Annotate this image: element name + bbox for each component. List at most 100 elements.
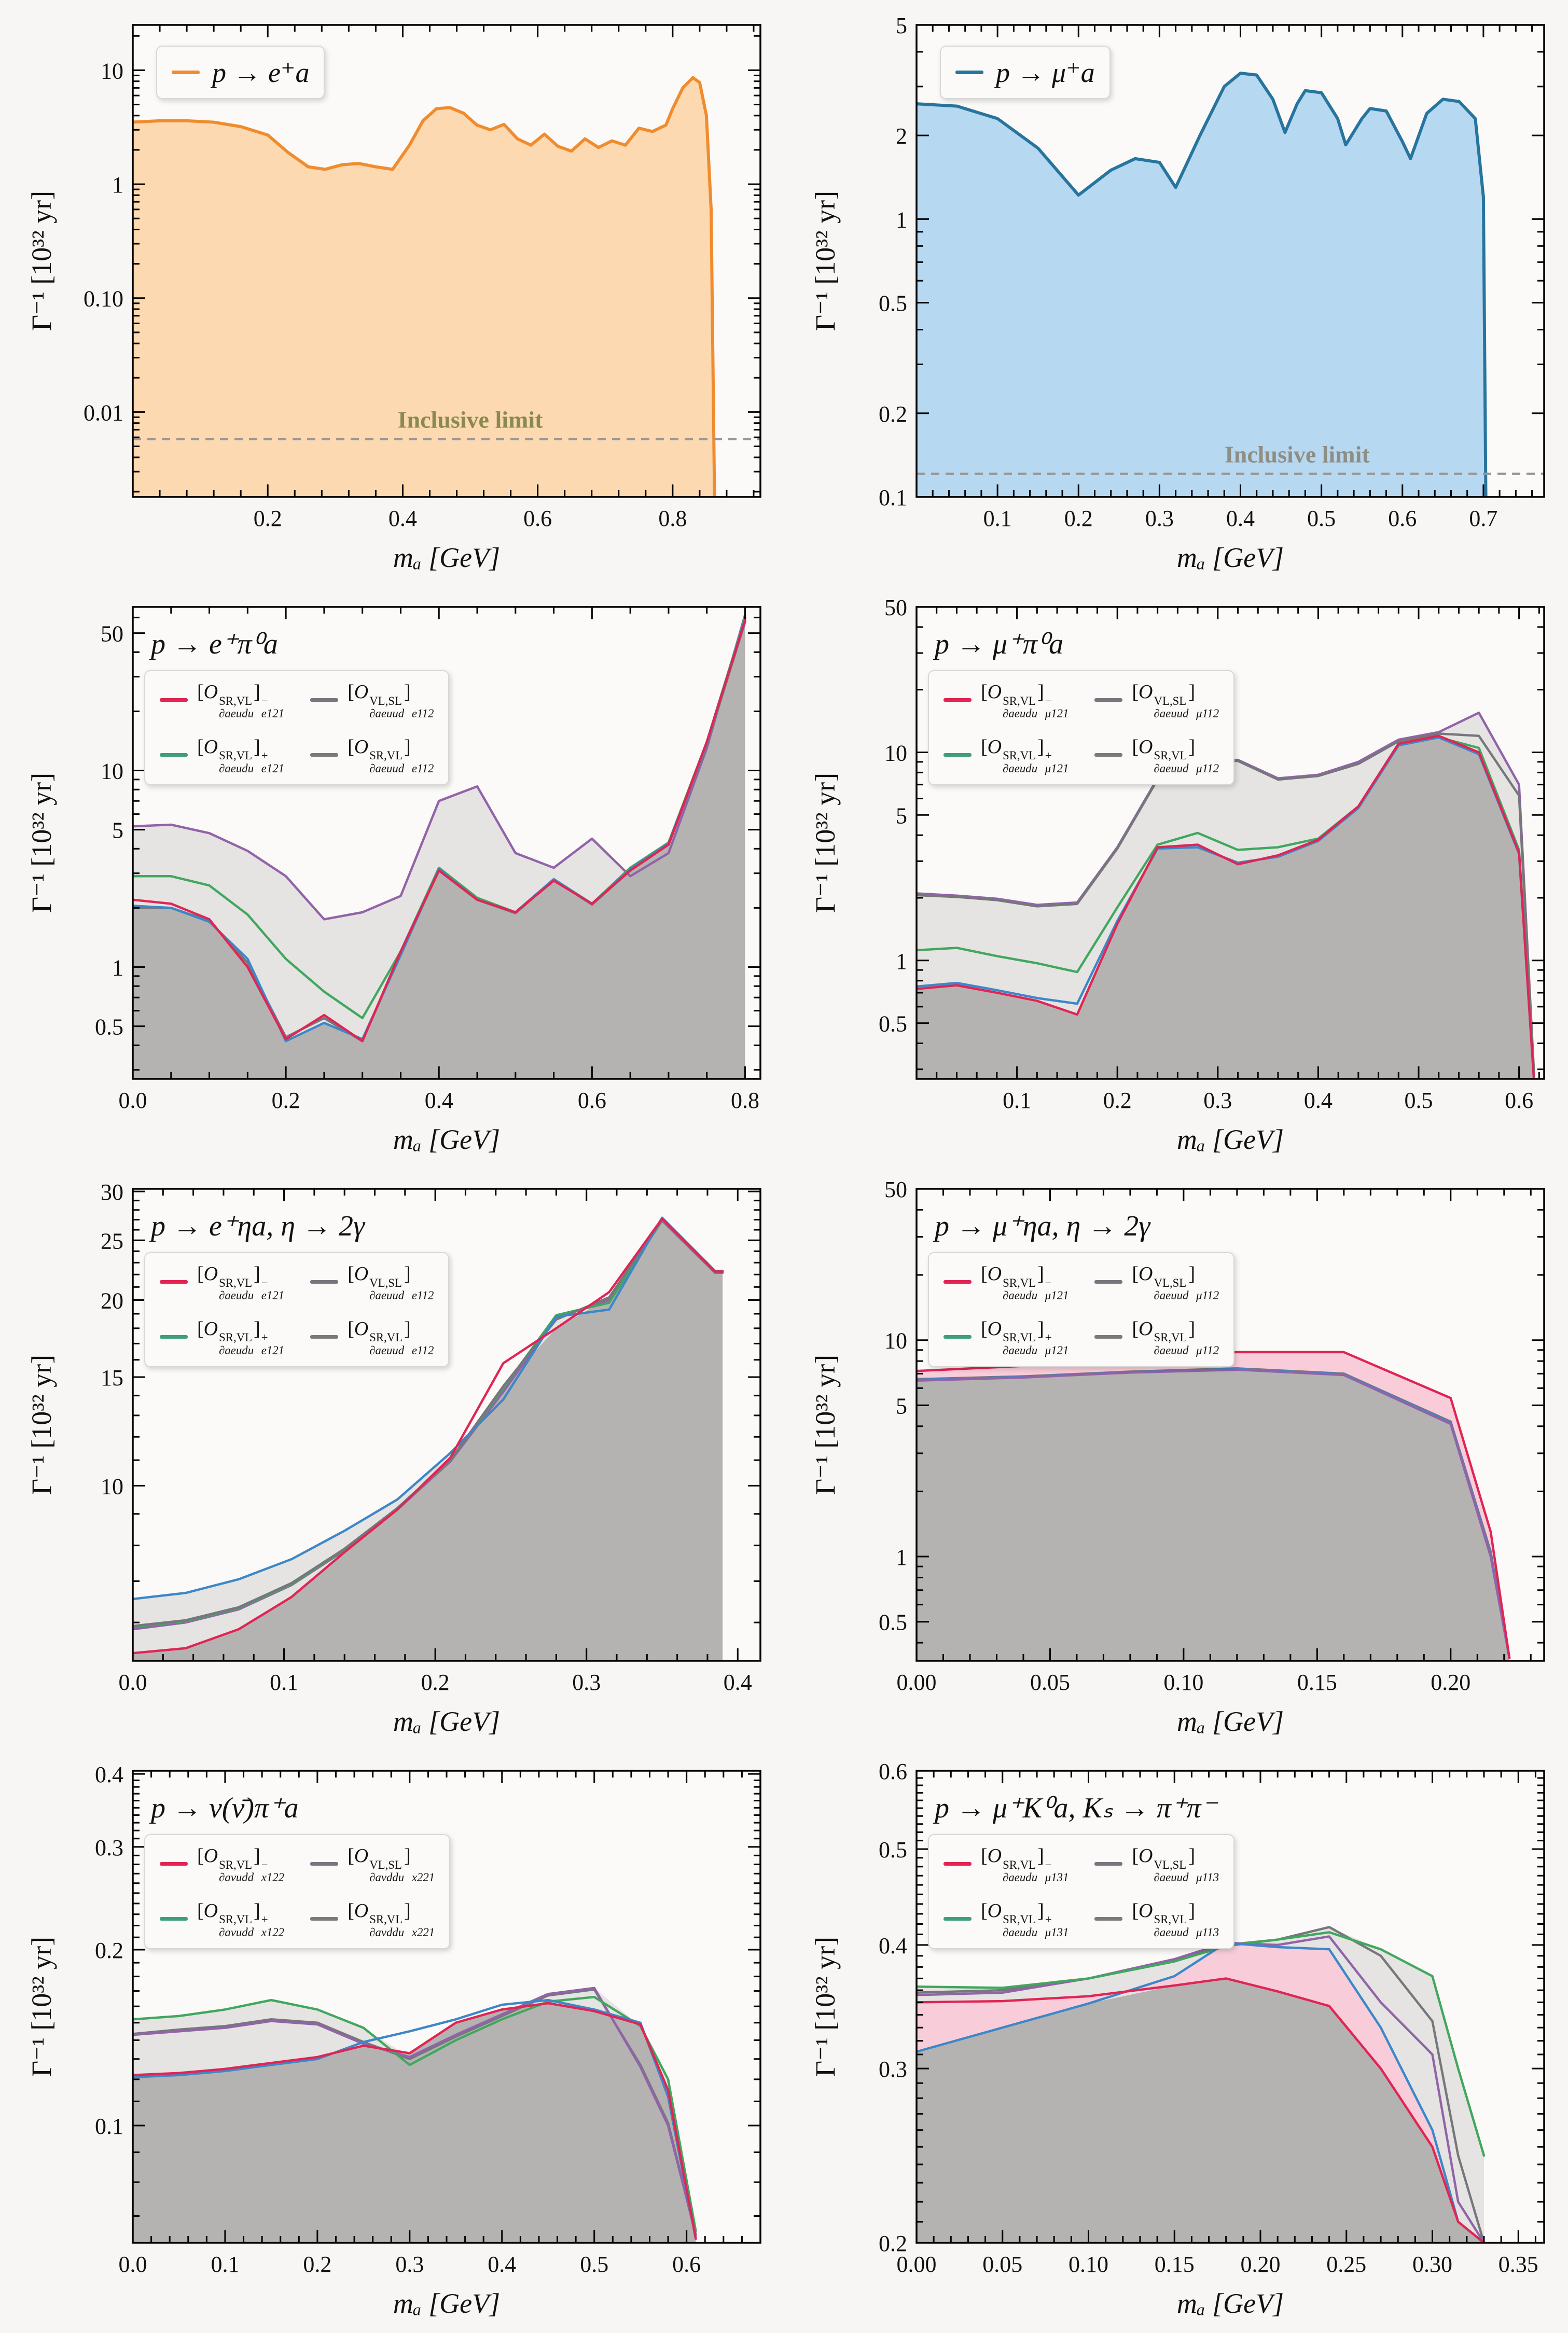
panel-p-mu-eta-a: 0.00 0.05 0.10 0.15 0.20 50 10 5 1 0.5 p → μ⁺ηa, η…: [787, 1168, 1565, 1749]
series-layer: [917, 72, 1488, 497]
series-line-red: [917, 1977, 1486, 2243]
x-axis-label: mₐ [GeV]: [1177, 2288, 1284, 2319]
x-tick-label: 0.6: [523, 506, 552, 531]
x-tick-label: 0.15: [1297, 1670, 1337, 1695]
legend-entry: [O SR,VL ∂aeudu] + e121: [160, 735, 284, 775]
x-tick-label: 0.2: [1103, 1088, 1132, 1113]
legend-operator-label: [O SR,VL ∂aeudu] − μ131: [981, 1845, 1069, 1884]
x-tick-label: 0.2: [254, 506, 282, 531]
legend-operator-label: [O SR,VL ∂aeudu] − e121: [197, 1263, 285, 1302]
legend-operator-label: [O SR,VL ∂aeuud] e112: [348, 735, 434, 775]
y-tick-label: 10: [101, 759, 123, 784]
series-line-purple: [133, 1987, 697, 2236]
series-layer: [917, 1926, 1486, 2243]
panel-title: p → e⁺ηa, η → 2γ: [149, 1210, 366, 1242]
inclusive-limit-label: Inclusive limit: [1225, 441, 1370, 468]
legend-label: p → e⁺a: [212, 57, 310, 88]
y-tick-label: 0.5: [95, 1015, 123, 1040]
legend-entry: [O VL,SL ∂aeuud] μ112: [1094, 1262, 1219, 1302]
plot-frame: [915, 606, 1545, 1080]
y-axis-label: Γ⁻¹ [10³² yr]: [26, 191, 57, 331]
legend-marker-line: [1094, 1280, 1123, 1284]
ticks-layer: [132, 1771, 760, 2243]
x-axis-label: mₐ [GeV]: [1177, 1124, 1284, 1155]
y-tick-label: 1: [896, 207, 907, 232]
series-line-gray: [917, 732, 1535, 1077]
x-tick-label: 0.4: [488, 2252, 516, 2277]
fills-layer: [917, 1352, 1510, 1661]
legend-marker-line: [1094, 698, 1123, 702]
legend-marker-line: [1094, 1917, 1123, 1921]
x-tick-label: 0.5: [1405, 1088, 1433, 1113]
legend-box: [O SR,VL ∂aeudu] − e121 [O VL,SL ∂aeuud] e112 [O…: [144, 1252, 450, 1367]
fill-region: [133, 2003, 696, 2243]
panel-p-e-pi0-a: 0.0 0.2 0.4 0.6 0.8 50 10 5 1 0.5 p → e⁺π⁰a mₐ [GeV…: [3, 586, 781, 1167]
panel-p-mu-k0-a: 0.00 0.05 0.10 0.15 0.20 0.25 0.30 0.35 0.6 0.5 0.…: [787, 1750, 1565, 2331]
series-layer: [133, 1216, 724, 1655]
y-tick-label: 0.3: [95, 1835, 123, 1860]
legend-entry: [O VL,SL ∂avddu] x221: [310, 1844, 435, 1884]
x-tick-label: 0.3: [395, 2252, 424, 2277]
panel-title: p → μ⁺ηa, η → 2γ: [933, 1210, 1151, 1242]
x-tick-label: 0.00: [897, 1670, 937, 1695]
x-tick-label: 0.4: [388, 506, 417, 531]
legend-marker-line: [172, 71, 200, 74]
x-tick-label: 0.6: [578, 1088, 606, 1113]
y-axis-label: Γ⁻¹ [10³² yr]: [810, 191, 841, 331]
x-tick-label: 0.0: [119, 1088, 147, 1113]
legend-label: p → μ⁺a: [996, 57, 1095, 88]
series-line-main: [133, 76, 716, 497]
legend-operator-label: [O SR,VL ∂aeuud] μ112: [1132, 735, 1219, 775]
legend-marker-line: [160, 1280, 188, 1284]
legend-entry: [O SR,VL ∂aeudu] + μ121: [943, 735, 1069, 775]
y-tick-label: 5: [112, 818, 123, 843]
y-tick-label: 0.10: [84, 286, 123, 312]
y-tick-label: 10: [101, 58, 123, 84]
legend-operator-label: [O SR,VL ∂aeudu] − μ121: [981, 681, 1069, 720]
legend-entry: [O SR,VL ∂aeudu] − e121: [160, 1262, 284, 1302]
y-tick-label: 2: [896, 123, 907, 149]
series-line-red: [917, 734, 1535, 1079]
y-axis-label: Γ⁻¹ [10³² yr]: [810, 1937, 841, 2077]
fills-layer: [917, 73, 1486, 497]
fill-region: [917, 1369, 1510, 1661]
x-axis-label: mₐ [GeV]: [393, 1706, 500, 1737]
legend-operator-label: [O SR,VL ∂aeudu] − e121: [197, 681, 285, 720]
series-layer: [133, 76, 716, 497]
series-line-main: [917, 72, 1488, 497]
plot-frame: [915, 1188, 1545, 1662]
y-axis-label: Γ⁻¹ [10³² yr]: [26, 1355, 57, 1495]
series-line-blue: [917, 1941, 1486, 2243]
legend-entry: [O SR,VL ∂aeudu] − μ131: [943, 1844, 1069, 1884]
legend-operator-label: [O VL,SL ∂avddu] x221: [348, 1845, 435, 1884]
x-tick-label: 0.2: [303, 2252, 331, 2277]
y-tick-label: 0.4: [95, 1762, 123, 1787]
x-tick-label: 0.05: [982, 2252, 1022, 2277]
plot-canvas: Inclusive limit 0.1 0.2 0.3 0.4 0.5 0.6 0.7 5 2 1 0…: [810, 13, 1545, 573]
legend-marker-line: [160, 1335, 188, 1339]
legend-entry: [O SR,VL ∂avddu] x221: [310, 1899, 435, 1939]
x-axis-label: mₐ [GeV]: [393, 1124, 500, 1155]
x-tick-label: 0.15: [1155, 2252, 1195, 2277]
fills-layer: [917, 1927, 1484, 2243]
y-tick-label: 0.01: [84, 400, 123, 425]
legend-operator-label: [O SR,VL ∂aeudu] + e121: [197, 735, 285, 775]
plot-frame: [132, 606, 761, 1080]
legend-entry: [O SR,VL ∂aeudu] − e121: [160, 681, 284, 720]
panel-p-e-plus-a: Inclusive limit 0.2 0.4 0.6 0.8 10 1 0.10 0.01 mₐ…: [3, 4, 781, 585]
x-tick-label: 0.1: [270, 1670, 298, 1695]
y-tick-label: 20: [101, 1288, 123, 1313]
legend-operator-label: [O VL,SL ∂aeuud] e112: [348, 1263, 434, 1302]
y-axis-label: Γ⁻¹ [10³² yr]: [26, 1937, 57, 2077]
x-axis-label: mₐ [GeV]: [393, 2288, 500, 2319]
legend-operator-label: [O SR,VL ∂aeuud] e112: [348, 1317, 434, 1357]
panel-p-e-eta-a: 0.0 0.1 0.2 0.3 0.4 30 25 20 15 10 p → e⁺ηa, η → 2…: [3, 1168, 781, 1749]
x-tick-label: 0.4: [1226, 506, 1255, 531]
legend-box: [O SR,VL ∂aeudu] − μ121 [O VL,SL ∂aeuud] μ112 [O…: [928, 670, 1235, 785]
legend-box: p → μ⁺a: [940, 46, 1111, 99]
y-tick-label: 0.4: [879, 1933, 907, 1959]
x-tick-label: 0.6: [672, 2252, 701, 2277]
x-tick-label: 0.30: [1412, 2252, 1452, 2277]
ticks-layer: [132, 1189, 760, 1661]
